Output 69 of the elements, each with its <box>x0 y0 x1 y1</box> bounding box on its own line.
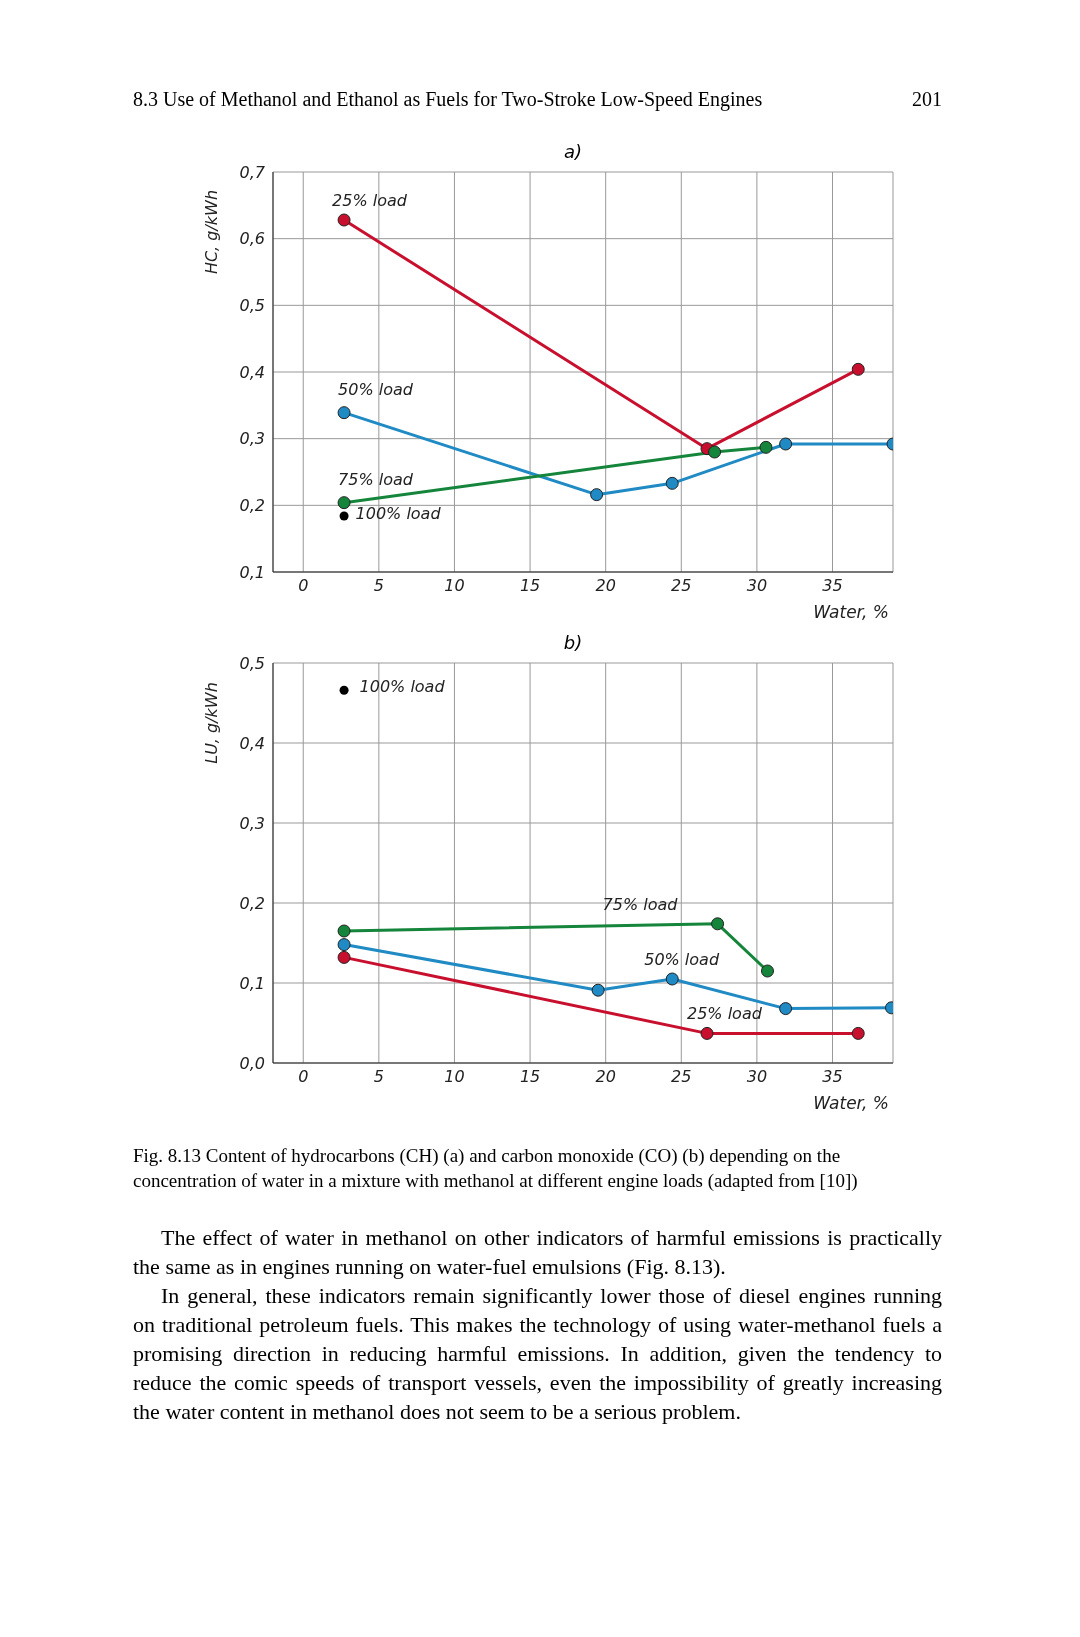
chart-title: b) <box>562 632 584 653</box>
x-tick-label: 20 <box>595 1067 616 1087</box>
y-tick-label: 0,4 <box>239 733 265 753</box>
x-tick-label: 5 <box>373 576 384 596</box>
x-tick-label: 0 <box>298 576 309 596</box>
point <box>851 362 865 376</box>
x-tick-label: 20 <box>595 576 616 596</box>
x-axis-title: Water, % <box>813 602 889 622</box>
y-tick-label: 0,1 <box>239 562 265 582</box>
y-tick-label: 0,5 <box>239 653 265 673</box>
point <box>759 440 773 454</box>
point <box>700 1026 714 1040</box>
point <box>337 938 351 952</box>
point <box>337 924 351 938</box>
series-label: 100% load <box>355 504 442 524</box>
x-tick-label: 5 <box>373 1067 384 1087</box>
text: In general, these indicators remain significantly lower those of diesel engines running on traditional petroleum fuels. This makes the technology of using water-methanol fuels a promising direction in reducing harmful emissions. In addition, given the tendency to reduce the comic speeds of transport vessels, even the impossibility of greatly increasing the water content in methanol does not seem to be a serious problem. <box>133 1282 942 1426</box>
x-tick-label: 30 <box>746 1067 768 1087</box>
point <box>339 685 349 695</box>
y-axis-title: LU, g/kWh <box>202 682 221 764</box>
x-tick-label: 0 <box>298 1067 309 1087</box>
y-tick-label: 0,6 <box>239 229 265 249</box>
x-tick-label: 10 <box>444 1067 465 1087</box>
point <box>708 445 722 459</box>
series-label: 25% load <box>687 1004 763 1024</box>
text: 8.3 Use of Methanol and Ethanol as Fuels for Two-Stroke Low-Speed Engines <box>133 88 763 111</box>
x-tick-label: 15 <box>519 576 541 596</box>
y-axis-title: HC, g/kWh <box>202 189 221 275</box>
x-tick-label: 25 <box>671 576 692 596</box>
y-tick-label: 0,7 <box>239 162 266 182</box>
point <box>711 917 725 931</box>
point <box>760 964 774 978</box>
x-axis-title: Water, % <box>813 1093 889 1113</box>
y-tick-label: 0,5 <box>239 296 265 316</box>
y-tick-label: 0,2 <box>239 893 265 913</box>
y-tick-label: 0,3 <box>239 429 265 449</box>
y-tick-label: 0,4 <box>239 362 265 382</box>
point <box>337 950 351 964</box>
chart-title: a) <box>562 141 584 162</box>
point <box>591 983 605 997</box>
point <box>779 437 793 451</box>
text: 201 <box>912 88 942 111</box>
point <box>665 476 679 490</box>
series-label: 75% load <box>338 469 414 489</box>
x-tick-label: 35 <box>822 1067 843 1087</box>
x-tick-label: 30 <box>746 576 768 596</box>
point <box>337 406 351 420</box>
series-label: 100% load <box>359 676 446 696</box>
x-tick-label: 25 <box>671 1067 692 1087</box>
text: The effect of water in methanol on other indicators of harmful emissions is practically the same as in engines running on water-fuel emulsions (Fig. 8.13). <box>133 1224 942 1281</box>
y-tick-label: 0,3 <box>239 813 265 833</box>
point <box>339 511 349 521</box>
point <box>337 496 351 510</box>
point <box>590 488 604 502</box>
x-tick-label: 10 <box>444 576 465 596</box>
point <box>851 1026 865 1040</box>
y-tick-label: 0,2 <box>239 496 265 516</box>
series-label: 50% load <box>644 950 720 969</box>
series-label: 75% load <box>602 894 679 914</box>
x-tick-label: 15 <box>519 1067 541 1087</box>
point <box>665 972 679 986</box>
point <box>779 1002 793 1016</box>
y-tick-label: 0,1 <box>239 973 265 993</box>
caption: Fig. 8.13 Content of hydrocarbons (CH) (a) and carbon monoxide (CO) (b) depending on the concentration of water in a mixture with methanol at different engine loads (adapted from [10]) <box>133 1144 859 1193</box>
y-tick-label: 0,0 <box>239 1053 265 1073</box>
x-tick-label: 35 <box>822 576 843 596</box>
series-label: 25% load <box>332 191 408 210</box>
point <box>337 213 351 227</box>
series-label: 50% load <box>338 379 414 399</box>
